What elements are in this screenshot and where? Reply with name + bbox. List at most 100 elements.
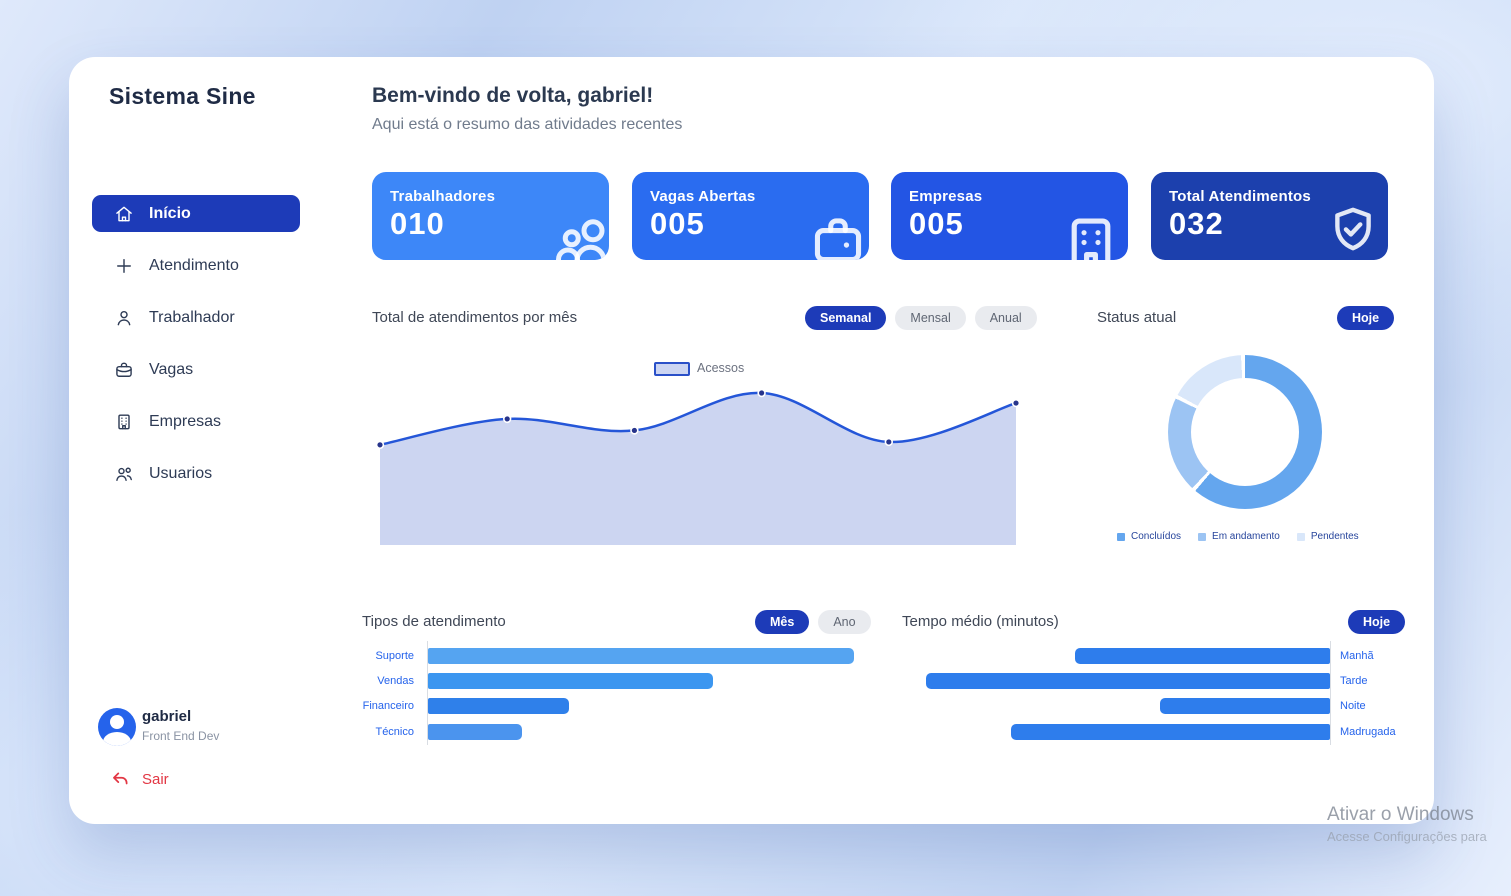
tipos-axis [427,641,428,745]
filter-semanal[interactable]: Semanal [805,306,887,330]
tipos-category-label: Técnico [375,726,414,738]
filter-hoje-status[interactable]: Hoje [1337,306,1395,330]
welcome-title: Bem-vindo de volta, gabriel! [372,84,654,107]
tipos-bar [428,673,713,689]
stat-label: Trabalhadores [390,188,496,205]
tempo-bar [1075,648,1330,664]
tempo-category-label: Manhã [1340,650,1374,662]
windows-activation-watermark-line2: Acesse Configurações para [1327,829,1487,844]
logout-button[interactable]: Sair [110,769,169,790]
tempo-bar-row [926,673,1330,689]
tipos-category-label: Suporte [375,650,414,662]
status-legend-item: Concluídos [1117,531,1181,542]
sidebar-item-usuarios[interactable]: Usuarios [92,455,300,492]
sidebar-item-label: Início [149,204,191,222]
status-legend-item: Pendentes [1296,531,1359,542]
user-name: gabriel [142,708,192,725]
shield-check-icon [1328,204,1378,254]
sidebar-item-vagas[interactable]: Vagas [92,351,300,388]
tipos-bar [428,698,569,714]
status-legend-swatch [1117,532,1125,541]
sidebar-item-inicio[interactable]: Início [92,195,300,232]
avatar [98,708,136,746]
filter-hoje-tempo[interactable]: Hoje [1348,610,1406,634]
stat-label: Total Atendimentos [1169,188,1311,205]
tempo-bar-row [926,648,1330,664]
sidebar-item-empresas[interactable]: Empresas [92,403,300,440]
area-dots [375,388,1021,450]
sidebar-item-label: Usuarios [149,464,213,482]
stat-value: 005 [650,206,705,241]
tipos-category-label: Financeiro [362,700,414,712]
stat-card: Trabalhadores 010 [372,172,609,260]
app-card: Sistema Sine Início Atendimento Trabalha… [69,57,1434,824]
tempo-title: Tempo médio (minutos) [902,613,1059,630]
status-legend-item: Em andamento [1198,531,1280,542]
app-title: Sistema Sine [109,83,256,109]
filter-mensal[interactable]: Mensal [895,306,966,330]
plus-icon [117,258,131,273]
windows-activation-watermark-line1: Ativar o Windows [1327,804,1474,825]
tempo-bar-row [926,698,1330,714]
atendimentos-filters: Semanal Mensal Anual [805,306,1037,330]
home-icon [116,206,132,221]
status-title: Status atual [1097,309,1177,326]
atendimentos-area-chart [375,388,1021,545]
sidebar-item-atendimento[interactable]: Atendimento [92,247,300,284]
tempo-category-label: Tarde [1340,675,1368,687]
stat-value: 010 [390,206,445,241]
sidebar-item-trabalhador[interactable]: Trabalhador [92,299,300,336]
status-donut [1168,355,1322,509]
briefcase-icon [809,210,867,260]
person-icon [117,310,131,325]
status-legend: Concluídos Em andamento Pendentes [1117,531,1359,542]
briefcase-icon [116,362,132,377]
sidebar-item-label: Atendimento [149,256,239,274]
people-icon [553,212,609,260]
filter-ano[interactable]: Ano [818,610,871,634]
welcome-subtitle: Aqui está o resumo das atividades recent… [372,116,683,133]
building-icon [118,413,130,429]
avatar-shoulders [103,732,131,746]
tipos-bar [428,724,522,740]
sidebar-item-label: Empresas [149,412,222,430]
acessos-legend-swatch [654,362,690,376]
tempo-bar [1011,724,1330,740]
status-legend-label: Em andamento [1212,531,1280,542]
stat-label: Empresas [909,188,983,205]
tipos-filters: Mês Ano [755,610,871,634]
tempo-bar-row [926,724,1330,740]
stat-value: 032 [1169,206,1224,241]
stat-card: Empresas 005 [891,172,1128,260]
users-icon [116,467,132,481]
tipos-title: Tipos de atendimento [362,613,506,630]
filter-anual[interactable]: Anual [974,306,1037,330]
stat-card: Total Atendimentos 032 [1151,172,1388,260]
tipos-bar [428,648,854,664]
area-line [378,391,1018,447]
status-legend-label: Pendentes [1310,531,1359,542]
stat-label: Vagas Abertas [650,188,756,205]
stat-value: 005 [909,206,964,241]
building-icon [1060,212,1122,260]
tipos-category-label: Vendas [377,675,414,687]
status-legend-label: Concluídos [1131,531,1182,542]
area-fill [380,392,1016,545]
status-legend-swatch [1198,532,1207,541]
status-donut-hole [1191,378,1299,486]
logout-undo-icon [113,772,128,785]
tempo-category-label: Madrugada [1340,726,1396,738]
acessos-legend-label: Acessos [697,361,745,375]
atendimentos-title: Total de atendimentos por mês [372,309,578,326]
avatar-head [110,715,124,729]
tempo-axis [1330,641,1331,745]
logout-label: Sair [142,771,169,788]
filter-mes[interactable]: Mês [755,610,810,634]
sidebar-item-label: Vagas [149,360,194,378]
status-legend-swatch [1296,532,1305,541]
sidebar-item-label: Trabalhador [149,308,235,326]
tempo-category-label: Noite [1340,700,1366,712]
user-role: Front End Dev [142,729,220,743]
tempo-bar [1160,698,1330,714]
